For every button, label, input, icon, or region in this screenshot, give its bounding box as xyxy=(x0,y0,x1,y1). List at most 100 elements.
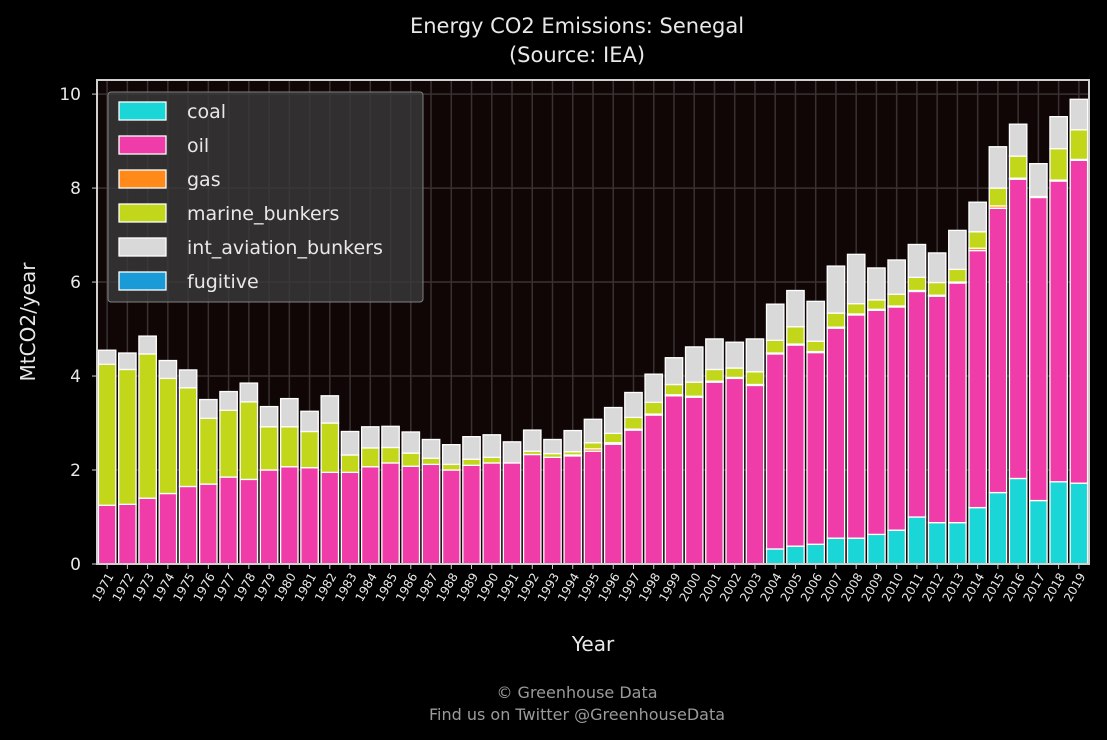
bar-segment-int_aviation_bunkers xyxy=(806,300,826,342)
bar-segment-oil xyxy=(239,478,259,565)
legend-label-marine_bunkers: marine_bunkers xyxy=(187,203,339,225)
y-tick-label: 2 xyxy=(70,461,81,481)
bar-segment-int_aviation_bunkers xyxy=(968,201,988,233)
legend: coal oil gas marine_bunkers int_aviation_bun… xyxy=(107,91,424,303)
bar-segment-int_aviation_bunkers xyxy=(867,267,886,301)
bar-segment-oil xyxy=(1008,178,1028,480)
bar-segment-marine_bunkers xyxy=(664,383,684,396)
bar-segment-int_aviation_bunkers xyxy=(1069,98,1089,131)
bar-segment-marine_bunkers xyxy=(219,409,238,478)
bar-segment-marine_bunkers xyxy=(867,299,886,310)
bar-segment-oil xyxy=(138,497,157,565)
bar-segment-int_aviation_bunkers xyxy=(158,359,178,380)
bar-segment-marine_bunkers xyxy=(198,417,218,485)
bar-segment-int_aviation_bunkers xyxy=(300,410,319,433)
bar-segment-marine_bunkers xyxy=(684,381,704,397)
bar-segment-marine_bunkers xyxy=(1008,155,1028,179)
bar-segment-marine_bunkers xyxy=(725,367,745,379)
bar-segment-marine_bunkers xyxy=(300,430,319,469)
bar-segment-oil xyxy=(340,471,360,565)
bar-segment-marine_bunkers xyxy=(441,463,461,471)
bar-segment-int_aviation_bunkers xyxy=(684,346,704,383)
bar-segment-marine_bunkers xyxy=(259,426,279,471)
bar-segment-oil xyxy=(664,395,684,565)
bar-segment-oil xyxy=(158,492,178,565)
bar-segment-marine_bunkers xyxy=(421,457,441,466)
bar-segment-marine_bunkers xyxy=(381,446,400,464)
bar-segment-oil xyxy=(705,381,724,565)
bar-segment-int_aviation_bunkers xyxy=(462,436,481,460)
bar-segment-oil xyxy=(988,207,1008,494)
bar-segment-oil xyxy=(178,485,198,565)
bar-segment-marine_bunkers xyxy=(118,368,137,505)
y-tick-label: 0 xyxy=(70,555,81,575)
x-axis-ticks: 1971197219731974197519761977197819791980… xyxy=(89,564,1088,604)
bar-segment-int_aviation_bunkers xyxy=(320,395,340,424)
bar-segment-coal xyxy=(846,537,866,565)
bar-segment-coal xyxy=(907,516,927,565)
bar-segment-oil xyxy=(907,290,927,518)
bar-segment-oil xyxy=(522,453,542,565)
y-tick-label: 10 xyxy=(59,85,81,105)
bar-segment-coal xyxy=(867,533,886,565)
bar-segment-int_aviation_bunkers xyxy=(583,418,603,444)
footer-copyright: © Greenhouse Data xyxy=(496,683,657,702)
y-tick-label: 8 xyxy=(70,179,81,199)
y-axis-ticks: 0 2 4 6 8 10 xyxy=(59,85,97,575)
bar-segment-coal xyxy=(765,548,785,565)
bar-segment-marine_bunkers xyxy=(786,326,805,345)
bar-segment-marine_bunkers xyxy=(138,353,157,499)
bar-segment-int_aviation_bunkers xyxy=(522,429,542,452)
bar-segment-marine_bunkers xyxy=(1069,129,1089,161)
bar-segment-oil xyxy=(725,377,745,565)
bar-segment-int_aviation_bunkers xyxy=(664,357,684,386)
bar-segment-oil xyxy=(684,396,704,565)
bar-segment-marine_bunkers xyxy=(239,401,259,481)
bar-segment-marine_bunkers xyxy=(968,231,988,249)
bar-segment-int_aviation_bunkers xyxy=(907,243,927,279)
bar-segment-oil xyxy=(219,476,238,565)
bar-segment-int_aviation_bunkers xyxy=(988,146,1008,189)
bar-segment-oil xyxy=(1049,180,1068,483)
bar-segment-coal xyxy=(1029,499,1048,565)
legend-swatch-marine_bunkers xyxy=(118,203,167,223)
bar-segment-marine_bunkers xyxy=(320,422,340,474)
legend-label-oil: oil xyxy=(187,135,209,157)
bar-segment-oil xyxy=(948,282,967,524)
bar-segment-oil xyxy=(806,351,826,545)
bar-segment-int_aviation_bunkers xyxy=(441,443,461,466)
bar-segment-marine_bunkers xyxy=(846,303,866,315)
bar-segment-coal xyxy=(927,521,947,565)
bar-segment-marine_bunkers xyxy=(806,340,826,353)
bar-segment-oil xyxy=(1029,196,1048,502)
bar-segment-int_aviation_bunkers xyxy=(644,373,664,404)
bar-segment-int_aviation_bunkers xyxy=(482,434,502,458)
bar-segment-oil xyxy=(583,450,603,565)
bar-segment-oil xyxy=(97,504,117,565)
bar-segment-oil xyxy=(259,469,279,565)
y-axis-label: MtCO2/year xyxy=(16,262,40,382)
bar-segment-marine_bunkers xyxy=(462,458,481,466)
bar-segment-oil xyxy=(745,384,765,565)
x-axis-label: Year xyxy=(571,632,615,656)
bar-segment-int_aviation_bunkers xyxy=(765,303,785,341)
bar-segment-marine_bunkers xyxy=(603,432,623,444)
bar-segment-int_aviation_bunkers xyxy=(340,430,360,456)
chart-subtitle: (Source: IEA) xyxy=(509,43,645,67)
bar-segment-coal xyxy=(988,491,1008,565)
bar-segment-oil xyxy=(887,306,907,531)
bar-segment-marine_bunkers xyxy=(988,187,1008,207)
bar-segment-int_aviation_bunkers xyxy=(259,405,279,428)
bar-segment-int_aviation_bunkers xyxy=(948,229,967,271)
bar-segment-oil xyxy=(846,314,866,539)
bar-segment-oil xyxy=(300,467,319,565)
bar-segment-marine_bunkers xyxy=(907,276,927,292)
bar-segment-marine_bunkers xyxy=(705,368,724,382)
bar-segment-marine_bunkers xyxy=(178,387,198,488)
legend-label-coal: coal xyxy=(187,101,226,123)
footer-twitter: Find us on Twitter @GreenhouseData xyxy=(429,705,725,724)
bar-segment-coal xyxy=(826,537,846,565)
bar-segment-marine_bunkers xyxy=(340,454,360,474)
bar-segment-oil xyxy=(765,353,785,550)
bar-segment-int_aviation_bunkers xyxy=(198,398,218,419)
